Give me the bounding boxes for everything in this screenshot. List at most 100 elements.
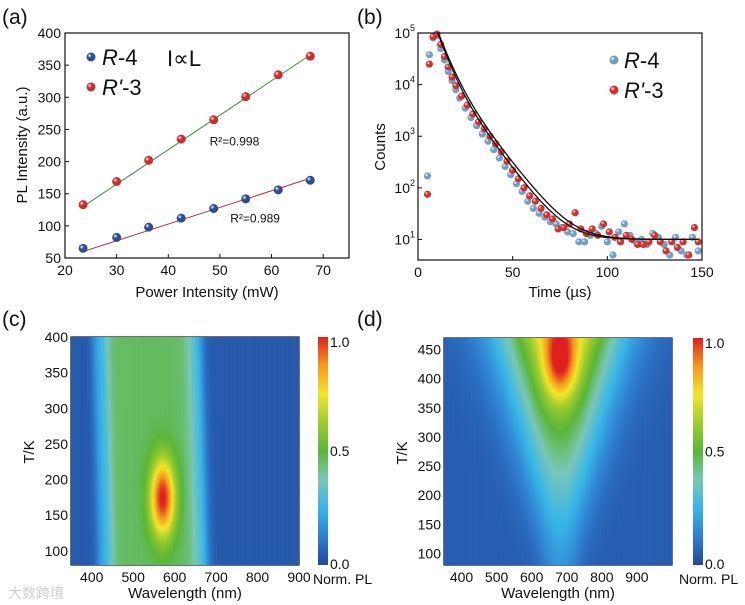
y-tick-label: 400 bbox=[38, 25, 62, 41]
data-point bbox=[241, 194, 251, 204]
data-point bbox=[423, 190, 432, 198]
y-tick-label: 104 bbox=[394, 75, 415, 93]
x-tick-label: 100 bbox=[596, 264, 620, 280]
legend-label-rest: -4 bbox=[640, 48, 660, 73]
y-tick-label: 100 bbox=[38, 218, 62, 234]
x-tick-label: 20 bbox=[57, 262, 73, 278]
x-tick-label: 600 bbox=[163, 569, 187, 585]
legend-label: R-4 bbox=[624, 48, 659, 73]
legend-label-italic: R' bbox=[102, 75, 123, 100]
colorbar-mid-label: 0.5 bbox=[330, 443, 350, 459]
x-tick-label: 150 bbox=[690, 264, 714, 280]
data-point bbox=[423, 172, 432, 180]
legend-label: R'-3 bbox=[624, 78, 664, 103]
r-squared-label-0: R²=0.989 bbox=[230, 212, 280, 226]
data-point bbox=[529, 204, 538, 212]
data-point bbox=[305, 51, 315, 61]
data-point bbox=[425, 51, 433, 59]
data-point bbox=[609, 251, 617, 259]
data-point bbox=[478, 130, 486, 138]
data-point bbox=[588, 225, 596, 233]
legend-label-rest: -4 bbox=[118, 45, 138, 70]
data-point bbox=[571, 209, 579, 217]
legend-label: R-4 bbox=[102, 45, 137, 70]
x-tick-label: 900 bbox=[287, 569, 311, 585]
data-point bbox=[620, 220, 628, 228]
x-tick-label: 400 bbox=[450, 569, 474, 585]
data-point bbox=[490, 146, 498, 154]
plot-frame-b bbox=[417, 32, 703, 261]
data-point bbox=[209, 115, 219, 125]
data-point bbox=[176, 134, 186, 144]
y-tick-label: 101 bbox=[394, 229, 415, 247]
legend-label-rest: -3 bbox=[122, 75, 142, 100]
panel-label-c: (c) bbox=[2, 308, 27, 331]
panel-label-a: (a) bbox=[2, 6, 28, 29]
y-tick-label: 350 bbox=[45, 365, 69, 381]
x-tick-label: 60 bbox=[264, 262, 280, 278]
y-axis-label: T/K bbox=[21, 440, 38, 463]
watermark: 大数跨境 bbox=[8, 585, 64, 601]
legend-marker bbox=[609, 55, 619, 65]
y-tick-exponent: 3 bbox=[410, 126, 415, 136]
colorbar-title: Norm. PL bbox=[679, 571, 738, 587]
data-point bbox=[176, 213, 186, 223]
y-tick-label: 100 bbox=[418, 545, 442, 561]
data-point bbox=[531, 197, 539, 205]
colorbar bbox=[693, 338, 703, 565]
chart-c: 400 500 600 700 800 900 100 150 200 250 300 350 400 W… bbox=[21, 329, 372, 602]
x-tick-label: 50 bbox=[505, 264, 521, 280]
colorbar bbox=[318, 337, 328, 565]
panel-label-b: (b) bbox=[357, 6, 383, 29]
data-point bbox=[78, 243, 88, 253]
legend-marker bbox=[86, 52, 96, 62]
data-point bbox=[560, 223, 568, 232]
data-point bbox=[524, 197, 532, 205]
data-point bbox=[645, 238, 653, 246]
y-axis-label: PL Intensity (a.u.) bbox=[14, 86, 31, 203]
x-tick-label: 500 bbox=[122, 569, 146, 585]
x-tick-label: 70 bbox=[315, 262, 331, 278]
y-tick-label: 200 bbox=[45, 472, 69, 488]
colorbar-min-label: 0.0 bbox=[705, 556, 725, 572]
legend-label-italic: R' bbox=[624, 78, 645, 103]
data-point bbox=[526, 192, 534, 200]
data-point bbox=[651, 231, 659, 239]
data-point bbox=[448, 73, 456, 81]
heatmap-r3 bbox=[444, 338, 672, 565]
y-tick-label: 350 bbox=[418, 400, 442, 416]
data-point bbox=[537, 204, 545, 212]
data-point bbox=[520, 184, 528, 192]
data-point bbox=[543, 211, 551, 219]
data-point bbox=[603, 238, 611, 246]
y-axis-label: Counts bbox=[372, 123, 389, 171]
colorbar-title: Norm. PL bbox=[313, 571, 372, 587]
proportionality-annotation: I∝L bbox=[167, 46, 201, 71]
y-tick-label: 105 bbox=[394, 23, 415, 41]
data-point bbox=[673, 243, 681, 252]
y-tick-label: 250 bbox=[45, 436, 69, 452]
x-tick-label: 700 bbox=[555, 569, 579, 585]
y-tick-label: 150 bbox=[418, 516, 442, 532]
y-tick-label: 300 bbox=[38, 89, 62, 105]
x-tick-label: 800 bbox=[246, 569, 270, 585]
x-tick-label: 50 bbox=[212, 262, 228, 278]
x-tick-label: 700 bbox=[204, 569, 228, 585]
legend-marker bbox=[86, 82, 96, 92]
data-point bbox=[622, 231, 630, 239]
data-point bbox=[209, 204, 219, 213]
y-tick-label: 50 bbox=[45, 250, 61, 266]
x-tick-label: 900 bbox=[625, 569, 649, 585]
x-tick-label: 800 bbox=[590, 569, 614, 585]
x-axis-label: Wavelength (nm) bbox=[501, 585, 615, 602]
y-tick-label: 350 bbox=[38, 57, 62, 73]
data-point bbox=[144, 155, 154, 165]
y-tick-label: 200 bbox=[418, 487, 442, 503]
y-tick-label: 150 bbox=[38, 186, 62, 202]
y-tick-exponent: 5 bbox=[410, 23, 415, 33]
y-tick-base: 10 bbox=[394, 231, 410, 247]
colorbar-max-label: 1.0 bbox=[330, 334, 350, 350]
data-point bbox=[575, 238, 583, 246]
